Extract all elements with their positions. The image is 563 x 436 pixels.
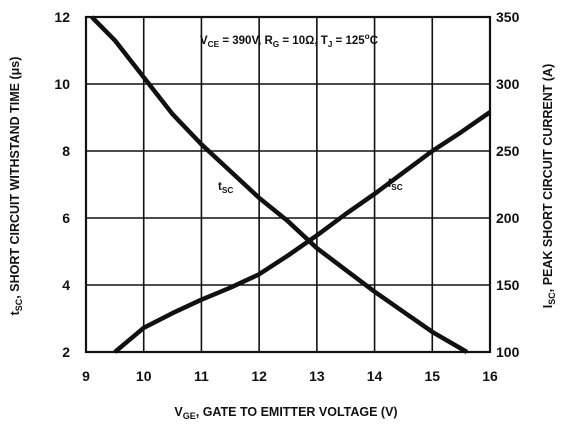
y-right-tick-label: 350: [496, 9, 520, 25]
series-layer: [90, 15, 492, 354]
y-right-tick-labels: 100 150 200 250 300 350: [496, 9, 520, 360]
x-tick-label: 15: [424, 368, 440, 384]
x-tick-label: 12: [251, 368, 267, 384]
y-right-axis-label: ISC, PEAK SHORT CIRCUIT CURRENT (A): [541, 64, 557, 308]
x-tick-label: 9: [82, 368, 90, 384]
x-tick-label: 16: [482, 368, 498, 384]
y-right-tick-label: 300: [496, 76, 520, 92]
y-right-tick-label: 150: [496, 277, 520, 293]
series-line-tsc: [90, 15, 469, 354]
x-tick-labels: 9 10 11 12 13 14 15 16: [82, 368, 498, 384]
y-left-tick-label: 12: [54, 9, 70, 25]
grid: [85, 16, 491, 353]
x-tick-label: 14: [367, 368, 383, 384]
x-tick-label: 13: [309, 368, 325, 384]
y-left-tick-label: 8: [62, 143, 70, 159]
y-left-tick-label: 6: [62, 210, 70, 226]
plot-frame: [84, 15, 492, 354]
y-left-tick-label: 4: [62, 277, 70, 293]
test-conditions: VCE = 390V, RG = 10Ω, TJ = 125oC: [200, 32, 378, 49]
series-label-isc: ISC: [388, 178, 403, 192]
y-left-tick-label: 10: [54, 76, 70, 92]
y-right-tick-label: 200: [496, 210, 520, 226]
x-tick-label: 10: [136, 368, 152, 384]
series-label-tsc: tSC: [218, 181, 233, 195]
x-tick-label: 11: [194, 368, 209, 384]
y-left-axis-label: tSC, SHORT CIRCUIT WITHSTAND TIME (μs): [8, 57, 24, 316]
series-line-isc: [113, 110, 492, 354]
y-left-tick-labels: 2 4 6 8 10 12: [54, 9, 70, 360]
y-right-tick-label: 100: [496, 344, 520, 360]
y-left-tick-label: 2: [62, 344, 70, 360]
y-right-tick-label: 250: [496, 143, 520, 159]
plot-border: [84, 15, 492, 354]
x-axis-label: VGE, GATE TO EMITTER VOLTAGE (V): [174, 405, 397, 421]
